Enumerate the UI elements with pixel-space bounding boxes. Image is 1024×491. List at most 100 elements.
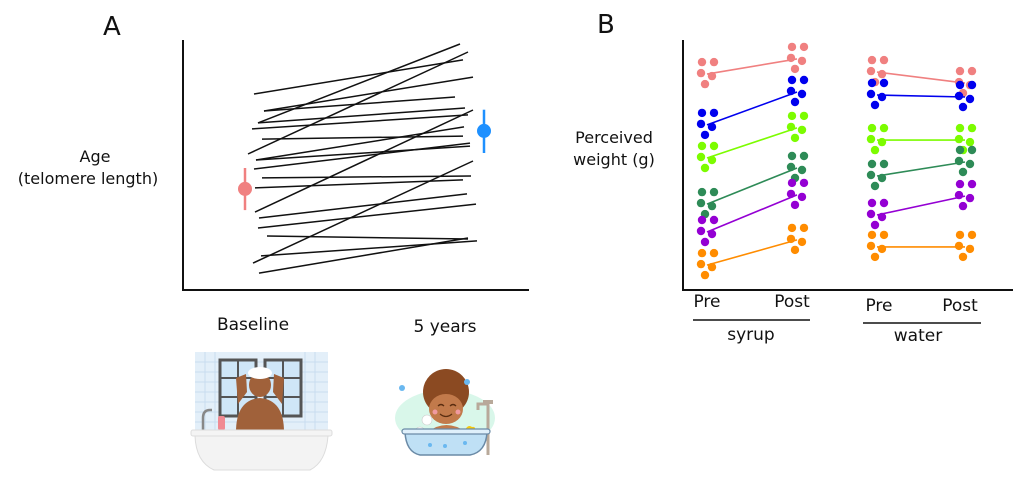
water-pre-point [879, 123, 889, 133]
water-pre-point [867, 55, 877, 65]
trajectory-line [257, 203, 477, 229]
water-pre-point [870, 100, 880, 110]
water-pre-point [870, 181, 880, 191]
syrup-post-point [799, 223, 809, 233]
water-pre-point [866, 241, 876, 251]
syrup-pre-point [709, 248, 719, 258]
water-post-point [967, 145, 977, 155]
syrup-post-point [787, 151, 797, 161]
water-pre-point [877, 137, 887, 147]
series-participant-1 [696, 42, 977, 98]
syrup-pre-point [696, 119, 706, 129]
water-mean-line [876, 94, 966, 98]
syrup-pre-point [697, 108, 707, 118]
water-pre-point [870, 220, 880, 230]
water-pre-point [877, 173, 887, 183]
panel-a-trajectories [247, 43, 478, 274]
syrup-post-point [787, 75, 797, 85]
syrup-post-point [799, 75, 809, 85]
water-pre-point [867, 159, 877, 169]
water-post-point [955, 66, 965, 76]
mean-marker-5-years [477, 123, 491, 138]
water-post-point [965, 94, 975, 104]
water-pre-point [866, 209, 876, 219]
water-post-point [955, 179, 965, 189]
series-participant-2 [696, 75, 977, 140]
water-post-point [967, 123, 977, 133]
water-post-point [958, 252, 968, 262]
water-post-point [967, 179, 977, 189]
syrup-post-point [797, 237, 807, 247]
trajectory-line [253, 142, 471, 170]
shampoo-bottle [218, 416, 225, 430]
water-post-point [954, 134, 964, 144]
water-post-point [954, 91, 964, 101]
trajectory-line [266, 235, 469, 240]
panel-b-xtick-syrup-post: Post [774, 292, 810, 312]
panel-a-xtick-baseline: Baseline [217, 315, 289, 335]
syrup-mean-line [706, 167, 798, 205]
syrup-post-point [786, 189, 796, 199]
water-pre-point [877, 244, 887, 254]
syrup-pre-point [707, 262, 717, 272]
panel-b-xtick-syrup-pre: Pre [693, 292, 720, 312]
panel-a-ylabel-line-1: Age [80, 147, 111, 166]
water-pre-point [866, 89, 876, 99]
water-pre-point [867, 78, 877, 88]
water-post-point [967, 230, 977, 240]
syrup-pre-point [709, 215, 719, 225]
syrup-post-point [799, 151, 809, 161]
syrup-post-point [790, 133, 800, 143]
panel-b-xtick-water-post: Post [942, 296, 978, 316]
panel-b-ylabel-line-2: weight (g) [573, 150, 655, 169]
trajectory-line [254, 179, 464, 189]
syrup-post-point [787, 111, 797, 121]
trajectory-line [251, 114, 469, 130]
syrup-pre-point [707, 122, 717, 132]
panel-b-group-label-syrup: syrup [727, 325, 774, 345]
child-bathing-illustration [395, 369, 495, 456]
faucet [201, 408, 212, 444]
trajectory-line [247, 51, 469, 155]
syrup-mean-line [706, 127, 798, 159]
water-pre-point [866, 66, 876, 76]
bubble [464, 379, 470, 385]
syrup-pre-point [697, 57, 707, 67]
syrup-mean-line [706, 194, 798, 233]
person-head [249, 373, 271, 397]
trajectory-line [263, 96, 456, 112]
water-pre-point [867, 123, 877, 133]
syrup-pre-point [700, 79, 710, 89]
syrup-pre-point [709, 57, 719, 67]
syrup-pre-point [696, 152, 706, 162]
water-pre-point [867, 198, 877, 208]
mean-marker-baseline [238, 181, 252, 196]
water-pre-point [866, 134, 876, 144]
trajectory-line [257, 43, 461, 124]
syrup-post-point [786, 234, 796, 244]
water-post-point [955, 123, 965, 133]
water-post-point [958, 167, 968, 177]
syrup-pre-point [697, 248, 707, 258]
syrup-pre-point [697, 215, 707, 225]
syrup-post-point [786, 53, 796, 63]
water-pre-point [877, 212, 887, 222]
person-torso [236, 398, 284, 432]
trajectory-line [261, 135, 464, 140]
trajectory-line [260, 240, 478, 257]
water-pre-point [879, 78, 889, 88]
water-post-point [958, 201, 968, 211]
trajectory-line [258, 237, 469, 274]
syrup-post-point [786, 162, 796, 172]
panel-b-xtick-water-pre: Pre [865, 296, 892, 316]
syrup-pre-point [697, 141, 707, 151]
syrup-pre-point [709, 187, 719, 197]
syrup-mean-line [706, 91, 798, 126]
panel-a-ylabel-line-2: (telomere length) [18, 169, 158, 188]
water-pre-point [879, 230, 889, 240]
trajectory-line [254, 109, 474, 213]
syrup-pre-point [700, 237, 710, 247]
syrup-pre-point [709, 108, 719, 118]
syrup-mean-line [706, 58, 798, 75]
water-post-point [965, 159, 975, 169]
